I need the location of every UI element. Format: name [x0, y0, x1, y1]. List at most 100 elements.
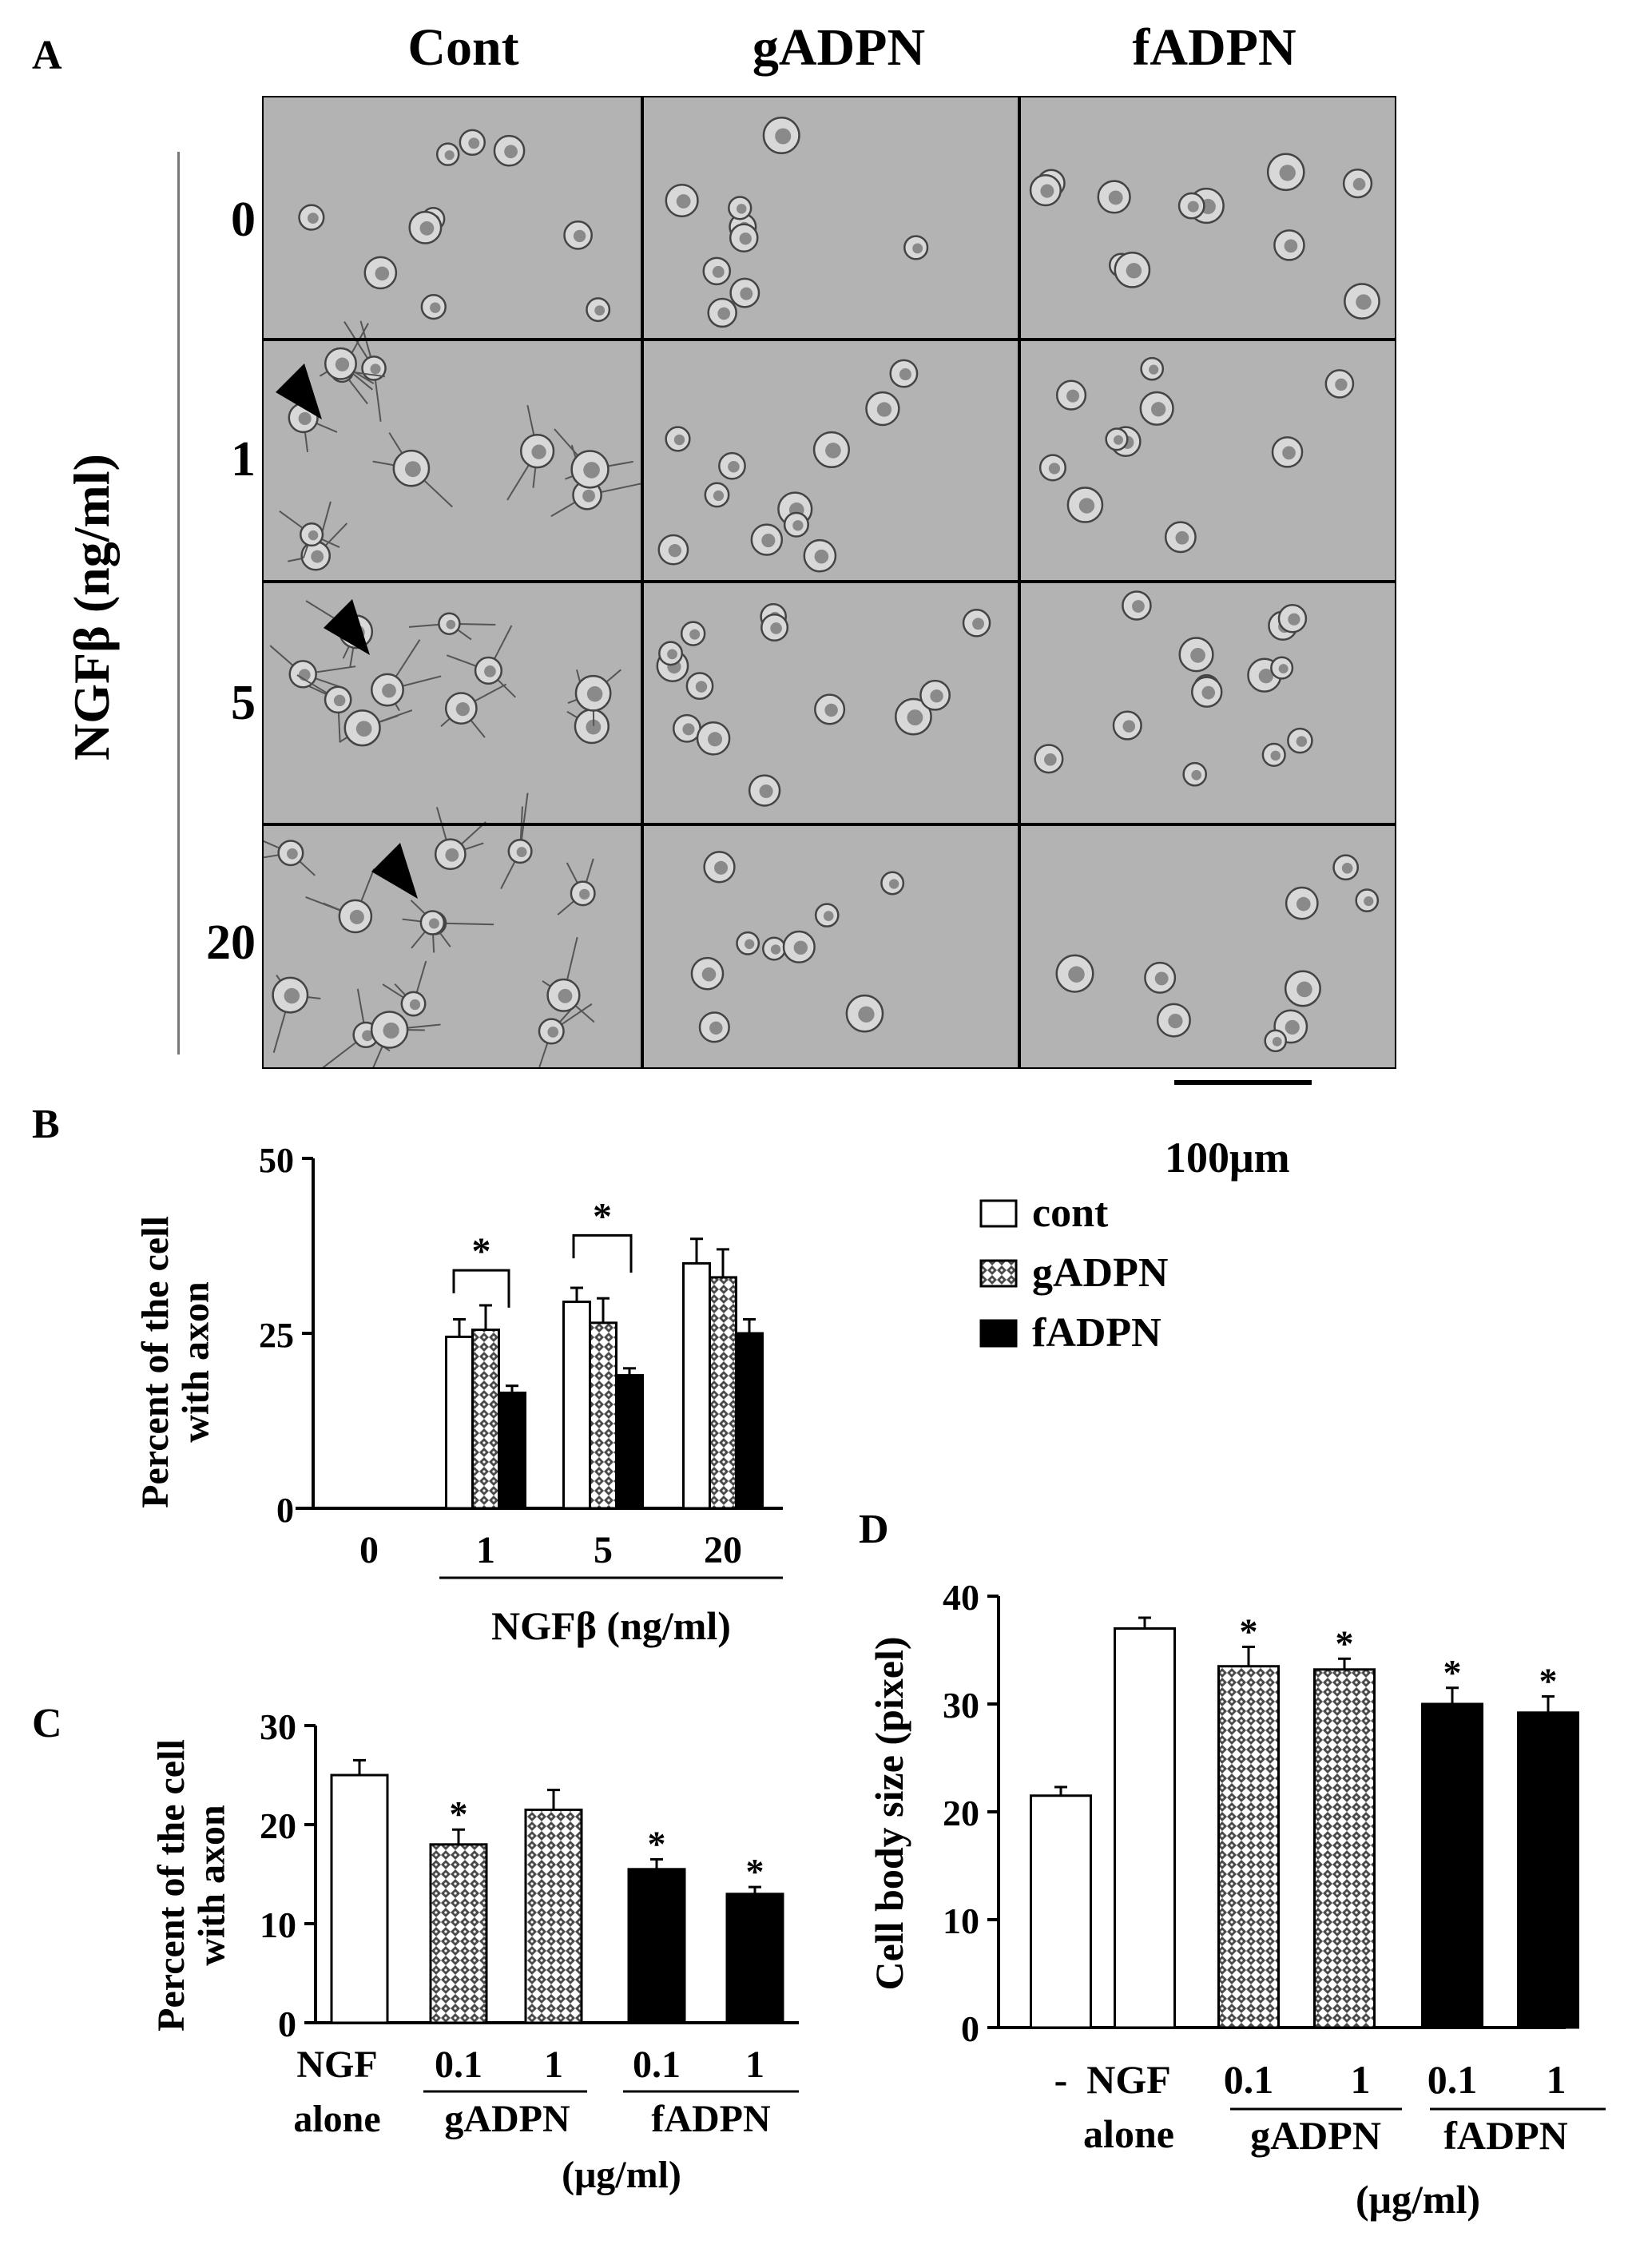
cell-nucleus	[582, 489, 595, 502]
cell-nucleus	[1154, 971, 1169, 986]
panel-c-group-label: fADPN	[651, 2098, 771, 2140]
cell-nucleus	[284, 987, 300, 1004]
panel-d-bar	[1114, 1627, 1176, 2029]
panel-d-x-tick-label: alone	[1083, 2111, 1174, 2156]
panel-c-x-tick-label: 0.1	[435, 2044, 482, 2086]
panel-b-fADPN-bar	[498, 1391, 526, 1510]
panel-c-x-tick-label: 0.1	[633, 2044, 681, 2086]
micrograph-r1-cont	[262, 320, 642, 582]
cell-nucleus	[1149, 364, 1159, 375]
panel-b-significance-marker: *	[593, 1195, 612, 1237]
cell-nucleus	[1352, 177, 1366, 191]
panel-c-bar	[627, 1868, 686, 2024]
cell-nucleus	[1335, 378, 1348, 391]
micrograph-r20-gadpn	[642, 824, 1019, 1069]
cell-nucleus	[370, 363, 381, 375]
cell-nucleus	[1126, 263, 1142, 279]
micrograph-background	[262, 96, 642, 340]
column-header-cont: Cont	[407, 18, 519, 77]
cell-nucleus	[1113, 435, 1123, 445]
panel-b-legend-label: cont	[1032, 1190, 1109, 1236]
cell-nucleus	[531, 444, 546, 459]
cell-nucleus	[307, 213, 319, 224]
cell-nucleus	[930, 689, 943, 703]
row-axis-rule	[177, 152, 180, 1055]
cell-nucleus	[586, 719, 602, 735]
cell-nucleus	[404, 461, 421, 478]
cell-nucleus	[298, 411, 312, 425]
panel-b-significance-marker: *	[472, 1230, 491, 1273]
cell-nucleus	[1341, 862, 1353, 874]
panel-b-y-tick-label: 0	[276, 1491, 294, 1530]
panel-b-legend-label: fADPN	[1032, 1310, 1161, 1356]
cell-nucleus	[1122, 720, 1136, 733]
panel-a-label: A	[32, 33, 62, 78]
panel-c-label: C	[32, 1701, 62, 1746]
panel-c-group-label: gADPN	[444, 2098, 570, 2140]
micrograph-r0-cont	[262, 96, 642, 340]
cell-nucleus	[1278, 664, 1289, 674]
cell-nucleus	[1284, 239, 1298, 253]
panel-c-bar	[524, 1808, 583, 2024]
cell-nucleus	[1168, 1013, 1183, 1029]
cell-nucleus	[1040, 184, 1054, 198]
panel-d-bar	[1517, 1711, 1579, 2029]
panel-b-legend-swatch	[979, 1199, 1018, 1228]
cell-nucleus	[1201, 685, 1216, 700]
cell-nucleus	[558, 988, 573, 1003]
cell-nucleus	[1068, 966, 1085, 983]
panel-d-bar	[1421, 1702, 1483, 2029]
cell-nucleus	[792, 520, 804, 531]
panel-b-y-axis-label: Percent of the cellwith axon	[134, 1216, 216, 1508]
cell-nucleus	[1044, 753, 1057, 766]
cell-nucleus	[736, 204, 747, 214]
cell-nucleus	[1191, 769, 1202, 780]
row-header-20: 20	[206, 916, 256, 970]
panel-d-y-tick-label: 10	[943, 1901, 979, 1941]
panel-b-y-tick-label: 25	[259, 1316, 294, 1355]
panel-d-y-tick-label: 40	[943, 1577, 979, 1618]
panel-c-y-tick-label: 30	[260, 1706, 296, 1747]
panel-d-x-tick-label: 0.1	[1428, 2057, 1478, 2102]
cell-nucleus	[1272, 1036, 1282, 1047]
cell-nucleus	[775, 128, 792, 145]
scale-bar	[1174, 1080, 1312, 1085]
panel-c-bar	[429, 1843, 488, 2024]
panel-d-x-tick-label: 0.1	[1224, 2057, 1274, 2102]
panel-d-y-tick-label: 20	[943, 1793, 979, 1833]
panel-b-x-axis-label: NGFβ (ng/ml)	[491, 1603, 731, 1648]
panel-c-significance-marker: *	[746, 1851, 764, 1892]
panel-b-x-tick-label: 1	[476, 1529, 495, 1571]
panel-c-x-tick-label: 1	[745, 2044, 764, 2086]
cell-nucleus	[667, 649, 677, 660]
cell-nucleus	[446, 619, 456, 630]
panel-b-cont-bar	[445, 1335, 474, 1510]
panel-b-label: B	[32, 1102, 60, 1147]
row-axis-label: NGFβ (ng/ml)	[63, 454, 120, 761]
micrograph-background	[642, 824, 1019, 1069]
panel-c-x-tick-label: NGF	[296, 2044, 377, 2086]
micrograph-r5-fadpn	[1019, 582, 1396, 824]
cell-nucleus	[912, 243, 923, 254]
panel-d-significance-marker: *	[1443, 1652, 1462, 1693]
cell-nucleus	[1282, 446, 1296, 460]
row-header-0: 0	[231, 193, 256, 247]
panel-d-label: D	[859, 1507, 889, 1552]
cell-nucleus	[668, 543, 682, 558]
cell-nucleus	[573, 229, 586, 243]
panel-b-gADPN-bar	[709, 1276, 737, 1510]
panel-d-y-axis-label: Cell body size (pixel)	[867, 1636, 911, 1990]
cell-nucleus	[444, 150, 455, 161]
cell-nucleus	[1285, 1019, 1300, 1035]
panel-b-x-tick-label: 20	[704, 1529, 742, 1571]
panel-c-significance-marker: *	[450, 1793, 468, 1834]
micrograph-r5-cont	[262, 582, 642, 824]
panel-b-fADPN-bar	[735, 1332, 764, 1510]
cell-nucleus	[814, 549, 829, 564]
cell-nucleus	[311, 550, 324, 563]
cell-nucleus	[547, 1027, 559, 1038]
cell-nucleus	[1190, 647, 1205, 663]
panel-c-significance-marker: *	[648, 1823, 666, 1864]
panel-d-x-tick-label: 1	[1351, 2057, 1371, 2102]
panel-b-cont-bar	[562, 1301, 591, 1510]
